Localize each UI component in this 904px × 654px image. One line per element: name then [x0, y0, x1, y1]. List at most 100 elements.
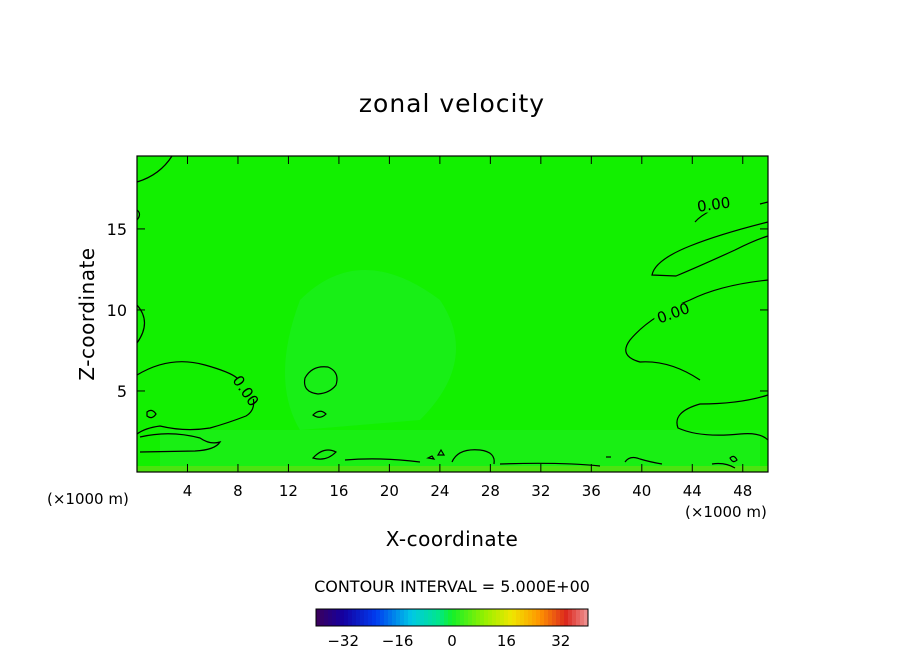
contour-label-group: 0.00 [654, 299, 693, 327]
chart-title: zonal velocity [359, 89, 545, 118]
contour-line [436, 448, 446, 456]
contour-line [426, 455, 436, 460]
colorbar-labels: −32 −16 0 16 32 [327, 632, 570, 650]
x-tick-label: 24 [430, 482, 449, 500]
contour-line [139, 433, 222, 453]
contour-label-backing [226, 380, 265, 399]
colorbar-cell [324, 609, 329, 626]
contour-line [136, 304, 146, 344]
contour-line [624, 456, 663, 465]
y-tick-label: 15 [107, 220, 127, 239]
colorbar-cell [320, 609, 325, 626]
contour-label: 0.00 [696, 193, 732, 215]
colorbar-cell [496, 609, 501, 626]
colorbar-cell [540, 609, 545, 626]
colorbar-cell [416, 609, 421, 626]
x-right-unit-label: (×1000 m) [685, 503, 767, 521]
y-axis-ticks: 5 10 15 [107, 220, 768, 401]
contour-line [711, 462, 736, 469]
x-tick-label: 32 [531, 482, 550, 500]
colorbar-cell [444, 609, 449, 626]
colorbar-cell [352, 609, 357, 626]
colorbar-cell [460, 609, 465, 626]
contour-label-backing [694, 194, 733, 213]
contour-line [676, 394, 769, 441]
colorbar-tick-label: 16 [497, 632, 516, 650]
contour-label-backing [654, 303, 693, 322]
colorbar-frame [315, 608, 589, 627]
colorbar-cell [336, 609, 341, 626]
x-tick-label: 20 [380, 482, 399, 500]
contour-label-group: 0.00 [694, 193, 733, 216]
colorbar-cell [480, 609, 485, 626]
colorbar-cell [376, 609, 381, 626]
contour-line [146, 409, 157, 419]
colorbar-cell [436, 609, 441, 626]
contour-line [136, 396, 255, 435]
colorbar-cell [404, 609, 409, 626]
colorbar-cell [316, 609, 321, 626]
colorbar-cell [392, 609, 397, 626]
colorbar-cell [532, 609, 537, 626]
colorbar-cell [484, 609, 489, 626]
contour-interval-text: CONTOUR INTERVAL = 5.000E+00 [314, 577, 590, 596]
colorbar-cell [440, 609, 445, 626]
field-near-surface-region [160, 430, 760, 472]
colorbar-cell [384, 609, 389, 626]
colorbar-cell [348, 609, 353, 626]
colorbar-cell [420, 609, 425, 626]
colorbar-cell [332, 609, 337, 626]
contour-line [136, 209, 141, 221]
colorbar-cell [364, 609, 369, 626]
colorbar-cell [452, 609, 457, 626]
colorbar-cell [520, 609, 525, 626]
colorbar-cell [344, 609, 349, 626]
x-tick-label: 16 [329, 482, 348, 500]
x-tick-label: 12 [279, 482, 298, 500]
contour-line [311, 449, 338, 460]
x-tick-label: 48 [733, 482, 752, 500]
colorbar-cell [448, 609, 453, 626]
contour-line [136, 155, 173, 183]
contour-line [303, 366, 338, 395]
colorbar-cell [560, 609, 565, 626]
field-surface-band [137, 466, 768, 472]
x-tick-label: 36 [582, 482, 601, 500]
y-tick-label: 5 [117, 382, 127, 401]
colorbar-cell [516, 609, 521, 626]
colorbar-cell [408, 609, 413, 626]
colorbar-cell [356, 609, 361, 626]
colorbar-cell [400, 609, 405, 626]
colorbar-cell [536, 609, 541, 626]
contour-lines [136, 155, 769, 469]
contour-line [759, 201, 769, 205]
colorbar-cell [568, 609, 573, 626]
colorbar [316, 609, 589, 626]
colorbar-cell [584, 609, 589, 626]
colorbar-cell [508, 609, 513, 626]
colorbar-cell [424, 609, 429, 626]
x-tick-label: 40 [632, 482, 651, 500]
colorbar-cell [572, 609, 577, 626]
x-axis-ticks: 4 8 12 16 20 24 28 32 36 40 44 48 [183, 156, 752, 500]
colorbar-cell [472, 609, 477, 626]
x-tick-label: 28 [481, 482, 500, 500]
colorbar-tick-label: −32 [327, 632, 359, 650]
colorbar-cell [340, 609, 345, 626]
contour-line [136, 361, 238, 379]
contour-line [312, 410, 327, 418]
colorbar-cell [476, 609, 481, 626]
y-axis-title: Z-coordinate [75, 247, 99, 380]
x-tick-label: 44 [683, 482, 702, 500]
colorbar-cell [412, 609, 417, 626]
colorbar-cell [464, 609, 469, 626]
colorbar-cell [368, 609, 373, 626]
x-left-unit-label: (×1000 m) [47, 490, 129, 508]
colorbar-cell [564, 609, 569, 626]
colorbar-cell [388, 609, 393, 626]
plot-frame [136, 155, 769, 473]
colorbar-cell [552, 609, 557, 626]
colorbar-cell [492, 609, 497, 626]
contour-line [729, 455, 738, 463]
